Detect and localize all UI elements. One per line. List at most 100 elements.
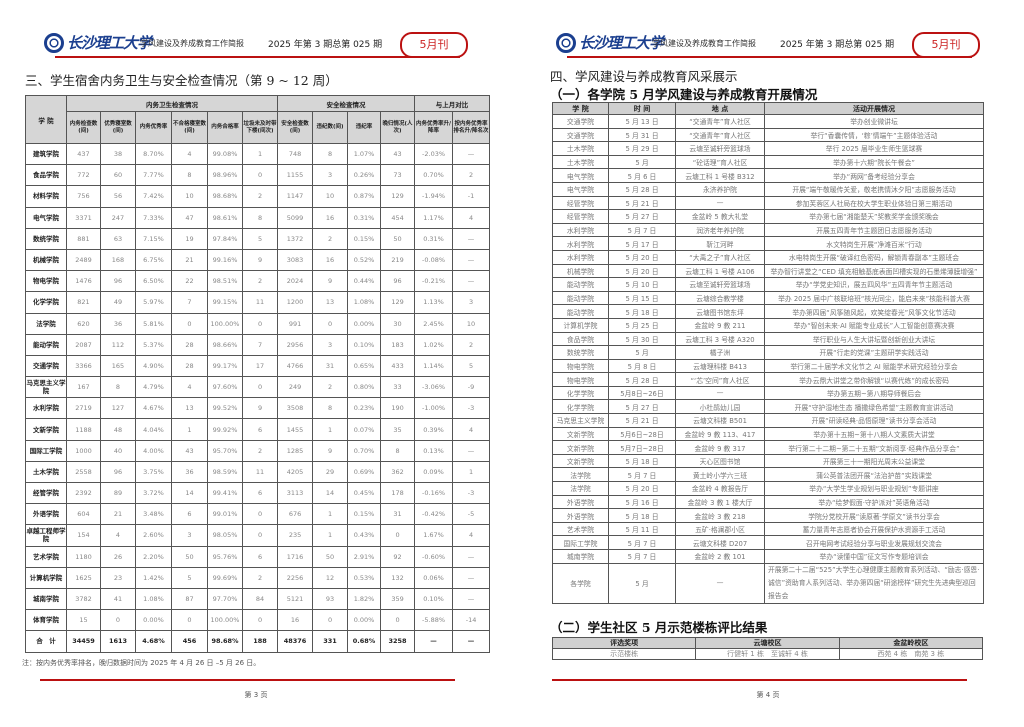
table-cell: 举行职业与人生大讲坛暨创新创业大讲坛 bbox=[764, 331, 984, 347]
table-cell: 0.65% bbox=[347, 354, 382, 378]
table-row: 电气学院 3371 247 7.33% 47 98.61% 8 5099 16 0.31% 454 1… bbox=[25, 206, 491, 229]
table-cell: 4.04% bbox=[135, 418, 172, 441]
table-cell: 0.00% bbox=[347, 312, 382, 335]
table-cell: 举行第二十二期~第二十五期“文新阅享·经典作品分享会” bbox=[764, 440, 984, 455]
table-cell: — bbox=[452, 566, 491, 589]
table-cell: 0 bbox=[241, 609, 279, 632]
table-row: 马克思主义学院 167 8 4.79% 4 97.60% 0 249 2 0.80% 33 -3.06… bbox=[25, 376, 491, 399]
table-cell: 43 bbox=[171, 439, 208, 462]
table-row: 国际工学院 5 月 7 日云塘文科楼 D207 召开电网考试经验分享与职业发展规划交… bbox=[552, 535, 984, 550]
table-cell: 举办“绘梦假面·守护派对”英语角活动 bbox=[764, 494, 984, 510]
table-cell: 2024 bbox=[277, 270, 314, 293]
table-cell: 454 bbox=[380, 206, 416, 229]
college-name: 卓越工程师学院 bbox=[25, 524, 67, 547]
table-cell: 99.52% bbox=[207, 397, 243, 420]
table-cell: 99.41% bbox=[207, 481, 243, 505]
table-row: 经管学院 2392 89 3.72% 14 99.41% 6 3113 14 0.45% 178 -0… bbox=[25, 481, 491, 505]
table-row: 国际工学院 1000 40 4.00% 43 95.70% 2 1285 9 0.70% 8 0.13… bbox=[25, 439, 491, 462]
table-cell: 6 bbox=[241, 545, 279, 568]
table-cell: 1.67% bbox=[414, 524, 454, 547]
table-cell: 金盆岭 9 教 211 bbox=[675, 317, 765, 333]
table-row: 物电学院 5 月 8 日云塘理科楼 B413 举行第二十届学术文化节之 AI 赋能学… bbox=[552, 358, 984, 374]
table-cell: 举办创业微讲坛 bbox=[764, 114, 984, 129]
table-cell: — bbox=[675, 385, 765, 401]
month-badge: 5月刊 bbox=[912, 32, 980, 58]
table-cell: 47 bbox=[171, 206, 208, 229]
table-cell: 开展“端午敬暖传关爱，敬老携情沐夕阳”志愿服务活动 bbox=[764, 181, 984, 197]
table-cell: 991 bbox=[277, 312, 314, 335]
table-cell: 5 月 27 日 bbox=[608, 209, 676, 224]
table-cell: -0.60% bbox=[414, 545, 454, 568]
table-cell: 0 bbox=[380, 524, 416, 547]
table-cell: “交通青年”育人社区 bbox=[675, 127, 765, 143]
table-cell: 云塘综合教学楼 bbox=[675, 290, 765, 306]
table-cell: 247 bbox=[100, 206, 136, 229]
table-cell: 748 bbox=[277, 142, 314, 166]
table-cell: 772 bbox=[66, 164, 101, 187]
table-cell: 5 月 13 日 bbox=[608, 114, 676, 129]
table-cell: 15 bbox=[66, 609, 101, 632]
header-divider bbox=[567, 56, 972, 58]
table-cell: — bbox=[452, 587, 491, 611]
table-cell: 3366 bbox=[66, 354, 101, 378]
table-cell: 云塘工科 1 号楼 A106 bbox=[675, 263, 765, 279]
table-cell: 橘子洲 bbox=[675, 345, 765, 360]
table-cell: 金盆岭 2 教 101 bbox=[675, 549, 765, 564]
table-cell: 16 bbox=[277, 609, 314, 632]
table-cell: 外语学院 bbox=[552, 508, 609, 523]
column-header: 内务优秀率升/降率 bbox=[414, 111, 454, 144]
table-cell: 0.87% bbox=[347, 185, 382, 208]
table-cell: 87 bbox=[171, 587, 208, 611]
table-row: 能动学院 2087 112 5.37% 28 98.66% 7 2956 3 0.10% 183 1.… bbox=[25, 333, 491, 356]
table-row: 水利学院 5 月 7 日润济老年养护院 开展五四青年节主题团日志愿服务活动 bbox=[552, 222, 984, 238]
table-cell: 0.31% bbox=[414, 227, 454, 250]
table-cell: 13 bbox=[171, 397, 208, 420]
table-cell: 举办“大学生学业规划与职业规划”专题讲座 bbox=[764, 481, 984, 496]
footer-divider bbox=[552, 679, 967, 681]
table-cell: 电气学院 bbox=[552, 181, 609, 197]
table-cell: 5.37% bbox=[135, 333, 172, 356]
table-cell: 3 bbox=[452, 291, 491, 314]
table-cell: 4.00% bbox=[135, 439, 172, 462]
table-cell: 0.31% bbox=[347, 206, 382, 229]
table-cell: 5 月 20 日 bbox=[608, 481, 676, 496]
table-cell: 6.75% bbox=[135, 248, 172, 272]
table-cell: 14 bbox=[312, 481, 349, 505]
table-row: 数统学院 5 月橘子洲 开展“行走的党课”主题研学实践活动 bbox=[552, 345, 984, 360]
subsection-title-awards: （二）学生社区 5 月示范楼栋评比结果 bbox=[550, 620, 768, 635]
table-cell: 9 bbox=[312, 439, 349, 462]
table-cell: 16 bbox=[312, 206, 349, 229]
table-cell: 国际工学院 bbox=[552, 535, 609, 550]
college-name: 土木学院 bbox=[25, 460, 67, 484]
table-cell: 84 bbox=[241, 587, 279, 611]
table-cell: 40 bbox=[100, 439, 136, 462]
table-cell: 0.53% bbox=[347, 566, 382, 589]
table-cell: 土木学院 bbox=[552, 141, 609, 156]
table-cell: “大禹之子”育人社区 bbox=[675, 249, 765, 265]
table-cell: 0.23% bbox=[347, 397, 382, 420]
table-cell: 5 月 20 日 bbox=[608, 263, 676, 279]
table-cell: 0 bbox=[241, 376, 279, 399]
table-cell: 召开电网考试经验分享与职业发展规划交流会 bbox=[764, 535, 984, 550]
table-cell: -3 bbox=[452, 481, 491, 505]
table-cell: 2392 bbox=[66, 481, 101, 505]
table-cell: 1.42% bbox=[135, 566, 172, 589]
table-cell: 云塘文科楼 D207 bbox=[675, 535, 765, 550]
table-cell: 5.97% bbox=[135, 291, 172, 314]
table-cell: 129 bbox=[380, 291, 416, 314]
header-college: 学 院 bbox=[25, 95, 67, 144]
table-cell: 0.07% bbox=[347, 418, 382, 441]
table-cell: -1.94% bbox=[414, 185, 454, 208]
table-cell: 3371 bbox=[66, 206, 101, 229]
table-row: 艺术学院 1180 26 2.20% 50 95.76% 6 1716 50 2.91% 92 -0.… bbox=[25, 545, 491, 568]
college-name: 经管学院 bbox=[25, 481, 67, 505]
table-cell: 129 bbox=[380, 185, 416, 208]
page-number: 第 3 页 bbox=[244, 691, 268, 699]
table-cell: 96 bbox=[100, 270, 136, 293]
table-cell: 99.15% bbox=[207, 291, 243, 314]
total-cell: 4.68% bbox=[135, 630, 172, 653]
table-cell: 5.81% bbox=[135, 312, 172, 335]
table-cell: 5 月 7 日 bbox=[608, 549, 676, 564]
table-cell: 举办“两网”备考经验分享会 bbox=[764, 168, 984, 183]
table-cell: 1200 bbox=[277, 291, 314, 314]
